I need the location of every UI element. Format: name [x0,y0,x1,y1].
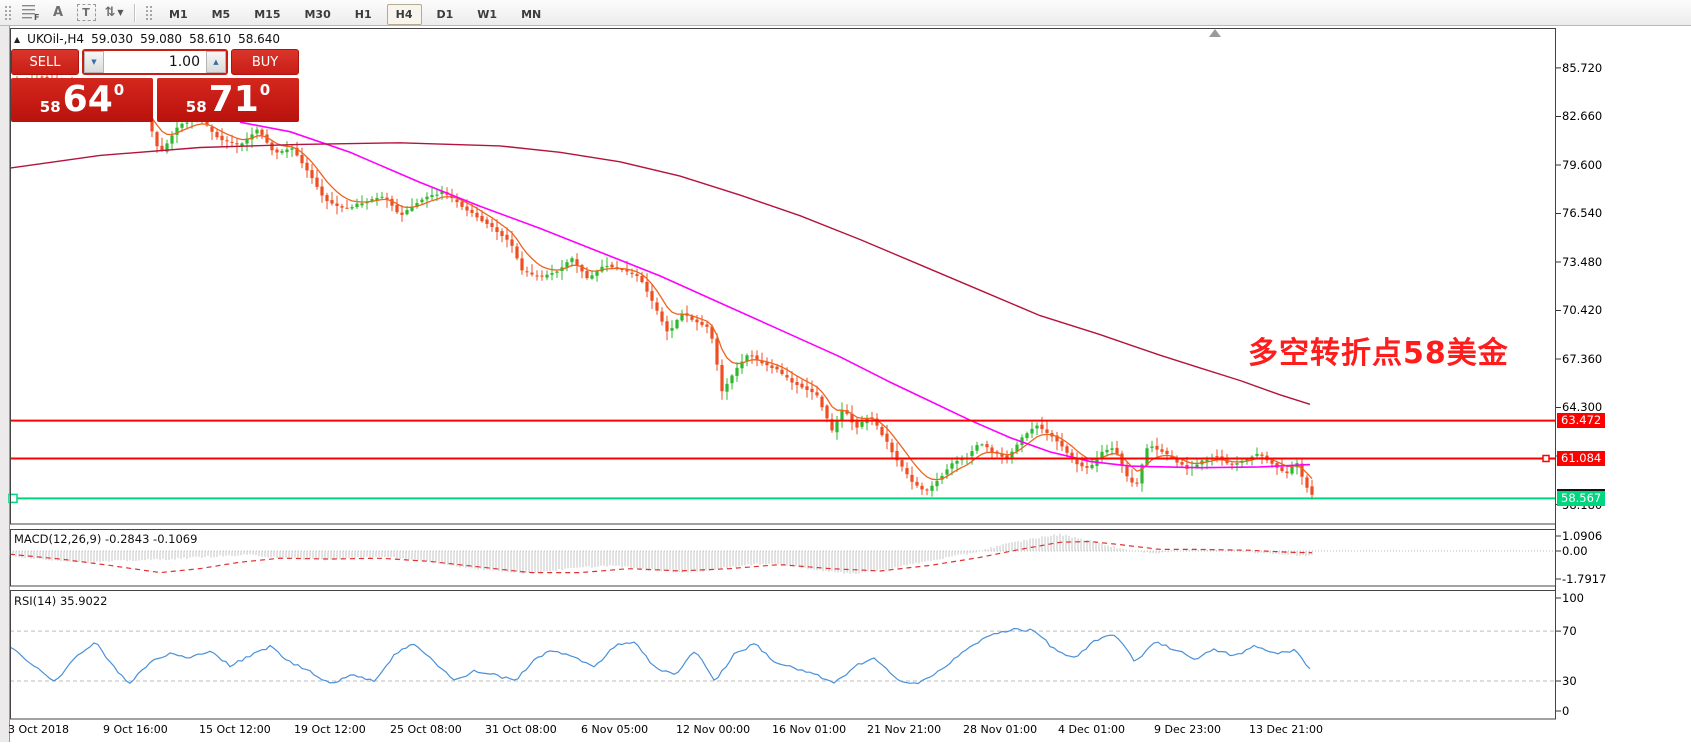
macd-tick-label: 1.0906 [1562,529,1603,543]
date-tick-label: 15 Oct 12:00 [199,723,271,736]
date-tick-label: 4 Dec 01:00 [1058,723,1125,736]
price-tick-label: 85.720 [1562,60,1603,75]
svg-text:F: F [34,13,39,21]
date-tick-label: 13 Dec 21:00 [1249,723,1323,736]
chevron-down-icon: ▼ [117,8,124,17]
buy-price-panel[interactable]: 58 71 0 [157,78,299,122]
price-tick-label: 79.600 [1562,157,1603,172]
level-price-label[interactable]: 61.084 [1557,450,1606,466]
sell-button[interactable]: SELL [11,49,79,75]
level-price-label[interactable]: 63.472 [1557,413,1606,429]
rsi-pane-label: RSI(14) 35.9022 [14,594,108,608]
rsi-tick-label: 100 [1562,591,1584,605]
date-tick-label: 16 Nov 01:00 [772,723,847,736]
one-click-trading-widget: SELL ▼ ▲ BUY 58 64 0 58 71 0 [11,49,299,122]
rsi-tick-label: 30 [1562,673,1577,688]
volume-group: ▼ ▲ [82,49,228,75]
price-tick-label: 82.660 [1562,109,1603,124]
chart-text-annotation[interactable]: 多空转折点58美金 [1248,336,1509,371]
grid-f-glyph: F [21,5,39,21]
ohlc-close: 58.640 [238,32,281,46]
sell-price-panel[interactable]: 58 64 0 [11,78,153,122]
price-tick-label: 64.300 [1562,400,1603,415]
price-tick-label: 70.420 [1562,303,1603,318]
volume-decrease-button[interactable]: ▼ [84,51,104,73]
sell-price-integer: 58 [39,98,61,116]
arrows-glyph: ⇅ [104,5,116,20]
timeframe-grip[interactable] [145,4,153,21]
price-tick-label: 76.540 [1562,206,1603,221]
date-tick-label: 9 Dec 23:00 [1154,723,1221,736]
timeframe-button-w1[interactable]: W1 [477,8,498,21]
date-tick-label: 19 Oct 12:00 [294,723,366,736]
timeframe-button-m15[interactable]: M15 [254,8,281,21]
date-tick-label: 21 Nov 21:00 [867,723,942,736]
symbol-name: UKOil-,H4 [27,32,85,46]
label-a-icon[interactable]: A [52,5,64,20]
rsi-tick-label: 70 [1562,624,1577,639]
macd-tick-label: -1.7917 [1562,572,1607,586]
toolbar-separator [134,3,135,22]
macd-tick-label: 0.00 [1562,544,1588,559]
top-toolbar: F A T ⇅ ▼ M1 M5 M15 M30 H1 H4 D1 W1 MN [0,0,1691,26]
level-price-label[interactable]: 58.567 [1557,490,1606,506]
cursor-arrows-icon[interactable]: ⇅ ▼ [102,3,126,23]
timeframe-button-mn[interactable]: MN [521,8,542,21]
date-tick-label: 6 Nov 05:00 [581,723,649,736]
text-tool-glyph: T [76,4,96,21]
sell-price-pips: 64 [62,79,113,120]
trade-controls-row: SELL ▼ ▲ BUY [11,49,299,75]
timeframe-button-d1[interactable]: D1 [436,8,454,21]
date-tick-label: 3 Oct 2018 [8,723,70,736]
sell-price-point: 0 [113,81,125,99]
price-tick-label: 73.480 [1562,254,1603,269]
macd-pane-label: MACD(12,26,9) -0.2843 -0.1069 [14,532,198,546]
timeframe-button-m1[interactable]: M1 [169,8,188,21]
timeframe-bar: M1 M5 M15 M30 H1 H4 D1 W1 MN [157,3,553,25]
ohlc-low: 58.610 [189,32,232,46]
date-tick-label: 31 Oct 08:00 [485,723,557,736]
buy-button[interactable]: BUY [231,49,299,75]
ohlc-open: 59.030 [91,32,134,46]
date-tick-label: 12 Nov 00:00 [676,723,751,736]
buy-price-integer: 58 [185,98,207,116]
rsi-tick-label: 0 [1562,704,1570,718]
timeframe-button-h4[interactable]: H4 [386,4,422,25]
timeframe-button-m5[interactable]: M5 [211,8,231,21]
indicators-grid-f-icon[interactable]: F [18,3,42,23]
volume-increase-button[interactable]: ▲ [206,51,226,73]
buy-price-point: 0 [259,81,271,99]
text-tool-icon[interactable]: T [74,3,98,23]
window-left-edge [0,26,10,742]
date-tick-label: 25 Oct 08:00 [390,723,462,736]
price-tick-label: 67.360 [1562,351,1603,366]
trade-price-row: 58 64 0 58 71 0 [11,78,299,122]
date-tick-label: 28 Nov 01:00 [963,723,1038,736]
volume-input[interactable] [104,51,206,73]
symbol-collapse-icon[interactable]: ▲ [14,34,21,44]
chart-title: ▲ UKOil-,H4 59.030 59.080 58.610 58.640 [14,32,280,46]
date-tick-label: 9 Oct 16:00 [103,723,168,736]
toolbar-grip[interactable] [4,4,12,21]
buy-price-pips: 71 [208,79,259,120]
timeframe-button-m30[interactable]: M30 [304,8,331,21]
timeframe-button-h1[interactable]: H1 [354,8,372,21]
ohlc-high: 59.080 [140,32,183,46]
